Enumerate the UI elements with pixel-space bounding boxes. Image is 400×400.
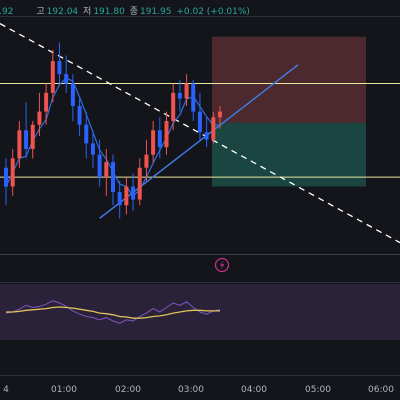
position-tool[interactable] bbox=[212, 36, 366, 187]
candle bbox=[151, 120, 156, 163]
candle bbox=[17, 120, 22, 168]
candles bbox=[4, 42, 222, 219]
candle-body bbox=[151, 130, 156, 155]
candle-body bbox=[97, 154, 102, 178]
candle-body bbox=[37, 111, 42, 125]
candle bbox=[124, 177, 129, 215]
candle-body bbox=[218, 111, 222, 118]
candle bbox=[44, 83, 49, 125]
candle bbox=[164, 111, 169, 155]
candle-body bbox=[77, 105, 82, 125]
candle-body bbox=[50, 61, 55, 93]
candle bbox=[37, 92, 42, 136]
candle-body bbox=[64, 74, 69, 84]
candle-body bbox=[104, 162, 109, 178]
candle bbox=[111, 154, 115, 206]
lightning-icon bbox=[219, 260, 225, 270]
ohlc-low-label: 저 bbox=[83, 7, 92, 17]
ohlc-low-value: 191.80 bbox=[93, 7, 125, 17]
candle-body bbox=[44, 92, 49, 112]
candle-body bbox=[211, 117, 216, 140]
candle-body bbox=[137, 167, 142, 200]
candle bbox=[84, 111, 89, 159]
candle-body bbox=[117, 192, 122, 206]
ohlc-high-value: 192.04 bbox=[46, 7, 79, 17]
candle-body bbox=[24, 130, 29, 150]
candle bbox=[184, 74, 189, 106]
time-axis-label: 03:00 bbox=[178, 385, 204, 395]
candle bbox=[144, 139, 149, 181]
candle bbox=[157, 117, 162, 159]
candle-body bbox=[131, 186, 136, 200]
candle bbox=[10, 149, 15, 196]
time-axis-label: 04:00 bbox=[241, 385, 267, 395]
candle-body bbox=[197, 111, 202, 133]
candle bbox=[24, 102, 29, 159]
candle-body bbox=[90, 143, 95, 155]
candle-body bbox=[164, 120, 169, 148]
ohlc-close-label: 종 bbox=[129, 7, 138, 17]
ohlc-open-value: 191.92 bbox=[0, 7, 14, 17]
candle bbox=[131, 173, 136, 211]
oscillator-signal-line bbox=[6, 306, 220, 319]
candle-body bbox=[191, 83, 196, 112]
time-axis[interactable]: 4 01:00 02:00 03:00 04:00 05:00 06:00 bbox=[3, 385, 394, 395]
candle bbox=[171, 83, 176, 131]
stop-loss-zone[interactable] bbox=[212, 36, 366, 123]
candle bbox=[97, 139, 102, 187]
candle-body bbox=[10, 158, 15, 187]
candle bbox=[104, 149, 109, 196]
ohlc-close-value: 191.95 bbox=[139, 7, 172, 17]
alert-button[interactable] bbox=[214, 257, 230, 273]
candle bbox=[70, 74, 75, 121]
candle-body bbox=[111, 162, 115, 193]
candle bbox=[30, 120, 35, 159]
candle-body bbox=[157, 130, 162, 148]
time-axis-label: 02:00 bbox=[115, 385, 141, 395]
candle-body bbox=[184, 83, 189, 99]
candle bbox=[137, 158, 142, 206]
candle-body bbox=[57, 61, 62, 75]
time-axis-label: 01:00 bbox=[51, 385, 77, 395]
candle-body bbox=[124, 186, 129, 206]
candle bbox=[191, 79, 196, 121]
candle bbox=[57, 42, 62, 84]
oscillator-lines bbox=[5, 300, 221, 324]
time-axis-label: 06:00 bbox=[368, 385, 394, 395]
candle bbox=[211, 111, 216, 144]
time-axis-label: 4 bbox=[3, 385, 9, 395]
candle-body bbox=[204, 132, 209, 140]
candle-body bbox=[144, 154, 149, 168]
time-axis-label: 05:00 bbox=[305, 385, 331, 395]
candle bbox=[204, 117, 209, 148]
candle bbox=[117, 180, 122, 219]
candle bbox=[197, 92, 202, 140]
ohlc-change-value: +0.02 (+0.01%) bbox=[176, 7, 250, 17]
alert-button-ring bbox=[214, 257, 230, 273]
take-profit-zone[interactable] bbox=[212, 122, 366, 187]
candle bbox=[4, 158, 8, 206]
candle-body bbox=[70, 83, 75, 106]
candle bbox=[90, 130, 95, 168]
candle bbox=[64, 55, 69, 93]
candle bbox=[218, 105, 222, 129]
candle bbox=[177, 79, 182, 112]
candle-body bbox=[84, 124, 89, 144]
candle-body bbox=[177, 92, 182, 99]
candle bbox=[77, 98, 82, 136]
candle-body bbox=[17, 130, 22, 159]
candle-body bbox=[30, 124, 35, 150]
oscillator-line bbox=[5, 300, 221, 324]
candle-body bbox=[171, 92, 176, 121]
candle-body bbox=[4, 167, 8, 187]
candle bbox=[50, 49, 55, 103]
ohlc-high-label: 고 bbox=[36, 7, 45, 17]
